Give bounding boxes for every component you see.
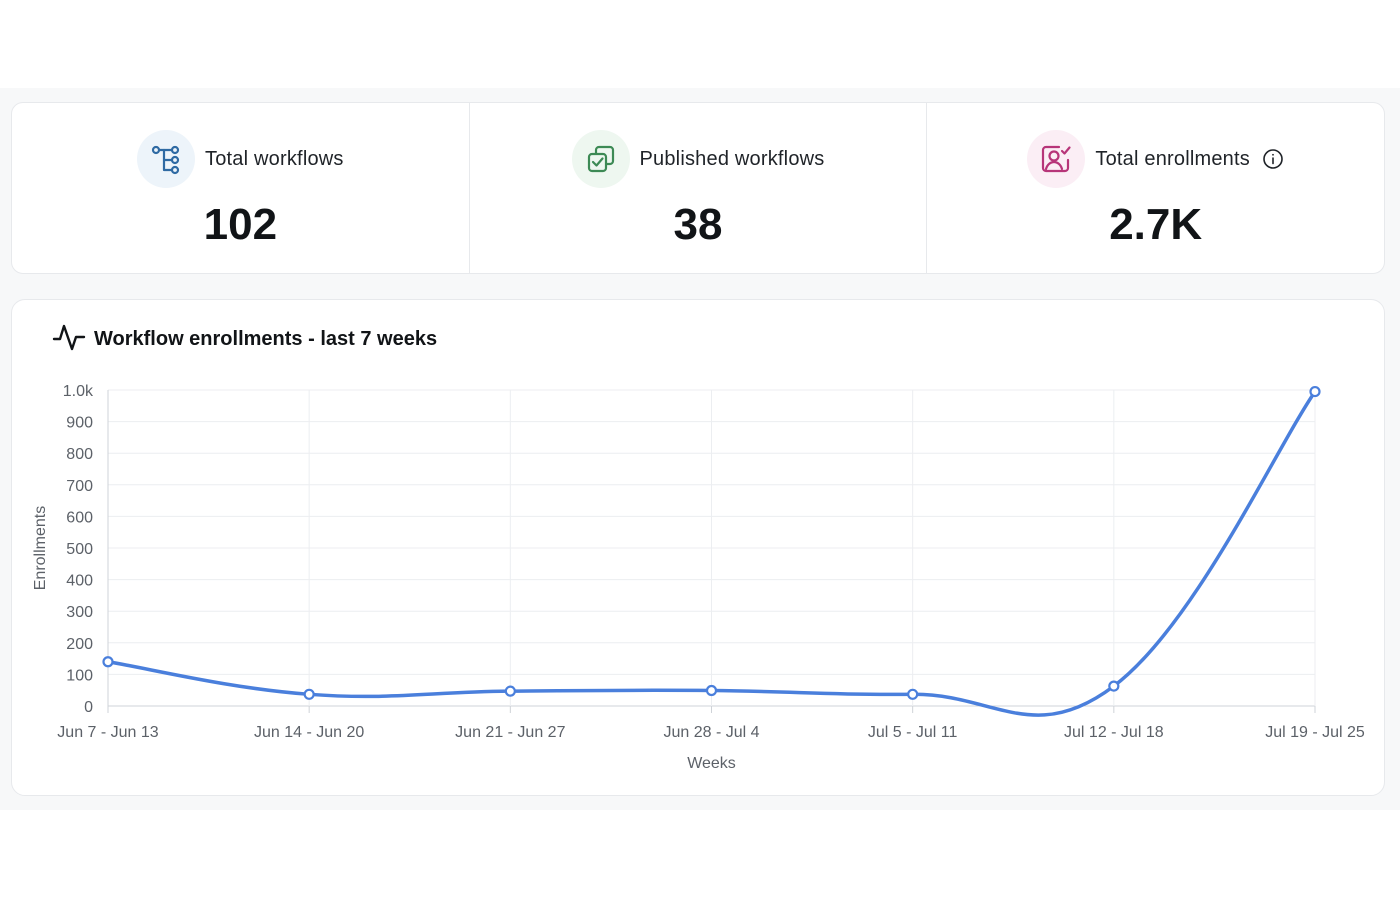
info-icon[interactable]	[1262, 148, 1284, 170]
stat-total-enrollments: Total enrollments 2.7K	[926, 103, 1384, 273]
y-axis-title: Enrollments	[32, 506, 49, 590]
activity-pulse-icon	[52, 320, 86, 359]
workflow-tree-icon	[137, 130, 196, 188]
y-tick-label: 600	[66, 509, 93, 526]
data-point	[1108, 680, 1120, 692]
data-point	[705, 684, 718, 697]
y-tick-label: 200	[66, 636, 93, 653]
x-tick-label: Jul 19 - Jul 25	[1265, 724, 1365, 741]
x-tick-label: Jun 28 - Jul 4	[663, 724, 759, 741]
chart-header: Workflow enrollments - last 7 weeks	[52, 322, 437, 356]
data-point	[1309, 385, 1321, 398]
data-point	[504, 685, 516, 697]
stat-total-workflows: Total workflows 102	[12, 103, 469, 273]
stat-label: Total enrollments	[1095, 147, 1250, 170]
data-point	[303, 688, 315, 700]
stat-label: Total workflows	[205, 147, 344, 170]
y-tick-label: 0	[84, 699, 93, 716]
x-axis-title: Weeks	[687, 755, 736, 772]
stat-label: Published workflows	[639, 147, 825, 170]
y-tick-label: 500	[66, 541, 93, 558]
data-point	[907, 688, 919, 700]
stat-published-workflows: Published workflows 38	[468, 103, 927, 273]
x-tick-label: Jul 12 - Jul 18	[1064, 724, 1164, 741]
x-tick-label: Jun 14 - Jun 20	[254, 724, 364, 741]
x-tick-label: Jun 21 - Jun 27	[455, 724, 565, 741]
x-tick-label: Jun 7 - Jun 13	[57, 724, 159, 741]
data-point	[102, 656, 114, 668]
x-tick-label: Jul 5 - Jul 11	[868, 724, 958, 741]
stats-summary-card: Total workflows 102 Published workflows …	[11, 102, 1385, 274]
y-tick-label: 800	[66, 446, 93, 463]
enrollment-user-icon	[1027, 130, 1086, 188]
stat-value: 38	[673, 200, 723, 249]
y-tick-label: 700	[66, 478, 93, 495]
stat-value: 102	[203, 200, 278, 249]
y-tick-label: 1.0k	[63, 383, 94, 400]
enrollments-line-chart: 0 100 200 300 400 500 600 700 800 900 1.0k Jun 7 - …	[32, 383, 1365, 772]
y-tick-label: 400	[66, 573, 93, 590]
stat-value: 2.7K	[1109, 200, 1203, 249]
published-check-icon	[571, 130, 630, 188]
enrollments-chart-card: Workflow enrollments - last 7 weeks 0 100…	[11, 299, 1385, 796]
chart-title: Workflow enrollments - last 7 weeks	[94, 327, 438, 350]
y-tick-label: 300	[66, 604, 93, 621]
y-tick-label: 100	[66, 667, 93, 684]
y-tick-label: 900	[66, 415, 93, 432]
